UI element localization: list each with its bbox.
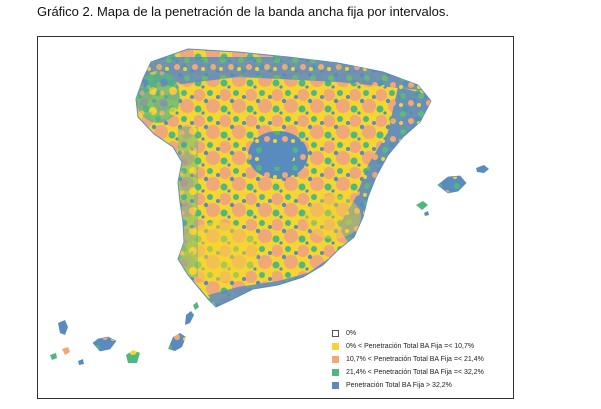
- peninsula-iberica: [135, 48, 432, 308]
- legend-swatch-green: [332, 369, 339, 376]
- legend-item-range-2: 10,7% < Penetración Total BA Fija =< 21,…: [332, 353, 484, 366]
- legend-label-range-1: 0% < Penetración Total BA Fija =< 10,7%: [346, 343, 475, 350]
- legend-item-zero: 0%: [332, 327, 484, 340]
- penetration-map: [50, 48, 489, 365]
- legend-swatch-zero: [332, 330, 339, 337]
- legend-swatch-blue: [332, 382, 339, 389]
- legend-item-range-3: 21,4% < Penetración Total BA Fija =< 32,…: [332, 366, 484, 379]
- legend-item-range-4: Penetración Total BA Fija > 32,2%: [332, 379, 484, 392]
- legend-swatch-orange: [332, 356, 339, 363]
- legend-swatch-yellow: [332, 343, 339, 350]
- legend-label-zero: 0%: [346, 330, 357, 337]
- map-frame: 0% 0% < Penetración Total BA Fija =< 10,…: [37, 36, 514, 399]
- map-legend: 0% 0% < Penetración Total BA Fija =< 10,…: [332, 327, 484, 392]
- islas-canarias: [50, 302, 199, 365]
- legend-item-range-1: 0% < Penetración Total BA Fija =< 10,7%: [332, 340, 484, 353]
- figure-title: Gráfico 2. Mapa de la penetración de la …: [37, 4, 449, 19]
- legend-label-range-4: Penetración Total BA Fija > 32,2%: [346, 382, 452, 389]
- legend-label-range-2: 10,7% < Penetración Total BA Fija =< 21,…: [346, 356, 484, 363]
- islas-baleares: [416, 165, 489, 216]
- legend-label-range-3: 21,4% < Penetración Total BA Fija =< 32,…: [346, 369, 484, 376]
